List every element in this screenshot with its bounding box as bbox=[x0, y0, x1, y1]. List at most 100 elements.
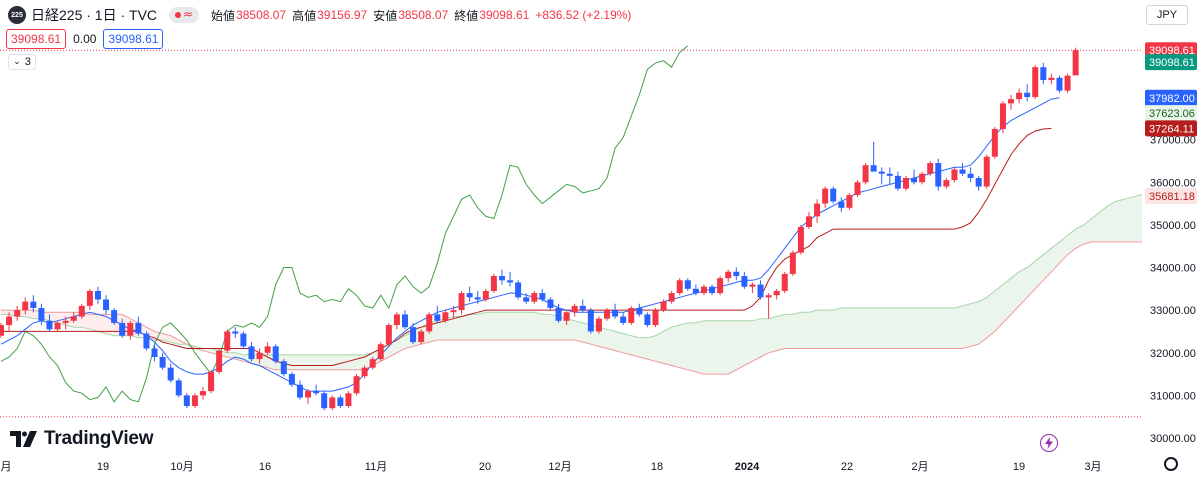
candle-body-60 bbox=[482, 290, 489, 300]
candle-body-68 bbox=[547, 299, 554, 308]
cloud-fill-60 bbox=[485, 312, 494, 340]
cloud-fill-91 bbox=[736, 320, 745, 370]
low-value: 38508.07 bbox=[398, 8, 449, 22]
cloud-fill-92 bbox=[744, 320, 753, 366]
candle-body-69 bbox=[555, 308, 562, 321]
candle-body-41 bbox=[329, 397, 336, 409]
currency-selector[interactable]: JPY bbox=[1146, 5, 1188, 25]
buy-button[interactable]: 39098.61 bbox=[103, 29, 164, 49]
cloud-fill-83 bbox=[671, 325, 680, 368]
candle-body-124 bbox=[999, 103, 1006, 129]
candle-body-45 bbox=[361, 367, 368, 377]
candle-body-8 bbox=[62, 320, 69, 323]
market-status-icon[interactable]: ≈ bbox=[169, 7, 200, 23]
trade-row: 39098.61 0.00 39098.61 bbox=[6, 29, 164, 49]
candle-body-128 bbox=[1032, 67, 1039, 98]
candle-body-106 bbox=[854, 182, 861, 196]
candle-body-33 bbox=[264, 346, 271, 353]
candle-body-66 bbox=[531, 293, 538, 302]
candle-body-35 bbox=[280, 361, 287, 375]
x-tick-label-12: 3月 bbox=[1084, 461, 1101, 473]
cloud-fill-97 bbox=[784, 314, 793, 349]
candle-body-4 bbox=[30, 301, 37, 308]
symbol-name[interactable]: 日経225 · 1日 · TVC bbox=[31, 7, 158, 23]
cloud-fill-37 bbox=[300, 354, 308, 370]
cloud-fill-81 bbox=[655, 331, 664, 364]
candle-body-122 bbox=[983, 156, 990, 187]
candle-body-0 bbox=[0, 325, 4, 336]
candle-body-39 bbox=[313, 391, 320, 394]
candle-body-80 bbox=[644, 314, 651, 326]
symbol-badge: 225 bbox=[8, 6, 26, 24]
tradingview-logo[interactable]: TradingView bbox=[10, 428, 154, 450]
cloud-fill-6 bbox=[49, 312, 58, 323]
indicators-toggle[interactable]: ⌄ 3 bbox=[8, 54, 36, 70]
candle-body-79 bbox=[636, 308, 643, 315]
x-tick-label-4: 11月 bbox=[365, 461, 387, 473]
cloud-fill-67 bbox=[542, 314, 551, 340]
cloud-fill-99 bbox=[800, 312, 809, 349]
lagging-span-line bbox=[0, 45, 689, 403]
candle-body-11 bbox=[86, 290, 93, 306]
y-tick-label-3: 33000.00 bbox=[1150, 305, 1196, 317]
cloud-fill-95 bbox=[768, 316, 777, 353]
conversion-line bbox=[0, 97, 1060, 392]
price-label-2: 37982.00 bbox=[1149, 93, 1195, 105]
candle-body-98 bbox=[789, 252, 796, 274]
cloud-fill-116 bbox=[938, 308, 947, 349]
cloud-fill-58 bbox=[469, 314, 478, 340]
candle-body-53 bbox=[426, 314, 433, 332]
candle-body-94 bbox=[757, 284, 764, 298]
cloud-fill-40 bbox=[324, 354, 333, 370]
settings-gear-icon[interactable] bbox=[1164, 457, 1178, 471]
cloud-fill-105 bbox=[849, 308, 858, 349]
sell-button[interactable]: 39098.61 bbox=[6, 29, 67, 49]
candle-body-117 bbox=[943, 180, 950, 187]
cloud-fill-124 bbox=[1002, 278, 1011, 323]
high-value: 39156.97 bbox=[317, 8, 368, 22]
candle-body-76 bbox=[612, 310, 619, 317]
cloud-fill-63 bbox=[510, 312, 519, 340]
cloud-fill-138 bbox=[1116, 199, 1125, 242]
cloud-fill-54 bbox=[437, 318, 446, 340]
candle-body-73 bbox=[587, 310, 594, 332]
cloud-fill-90 bbox=[728, 320, 737, 375]
cloud-fill-129 bbox=[1043, 248, 1052, 281]
cloud-fill-59 bbox=[477, 312, 486, 340]
cloud-fill-89 bbox=[720, 320, 729, 375]
candle-body-2 bbox=[14, 310, 21, 317]
high-label: 高値 bbox=[292, 8, 317, 23]
candle-body-110 bbox=[886, 173, 893, 176]
candle-body-109 bbox=[878, 171, 885, 174]
cloud-fill-96 bbox=[776, 314, 785, 351]
price-label-4: 37264.11 bbox=[1149, 123, 1194, 135]
candle-body-82 bbox=[660, 301, 667, 311]
candle-body-1 bbox=[6, 316, 13, 326]
cloud-fill-85 bbox=[687, 322, 696, 372]
candle-body-31 bbox=[248, 346, 255, 360]
candle-body-127 bbox=[1024, 92, 1031, 98]
cloud-fill-38 bbox=[308, 354, 317, 370]
cloud-fill-8 bbox=[65, 312, 74, 328]
candle-body-103 bbox=[830, 188, 837, 202]
lightning-icon[interactable] bbox=[1040, 434, 1058, 452]
candle-body-115 bbox=[927, 163, 934, 174]
candle-body-125 bbox=[1008, 99, 1014, 104]
candle-body-99 bbox=[797, 227, 804, 253]
cloud-fill-112 bbox=[906, 308, 914, 349]
spread-value: 0.00 bbox=[73, 32, 97, 46]
candle-body-67 bbox=[539, 293, 546, 300]
cloud-fill-49 bbox=[396, 335, 405, 353]
candle-body-72 bbox=[579, 305, 586, 311]
candle-body-24 bbox=[191, 395, 198, 407]
candle-body-21 bbox=[167, 367, 174, 381]
candle-body-87 bbox=[700, 286, 707, 294]
cloud-fill-100 bbox=[809, 310, 818, 349]
candle-body-86 bbox=[692, 288, 699, 294]
x-tick-label-10: 2月 bbox=[911, 461, 928, 473]
candle-body-85 bbox=[684, 280, 691, 289]
cloud-fill-10 bbox=[81, 312, 90, 330]
x-tick-label-2: 10月 bbox=[170, 461, 193, 473]
candle-body-17 bbox=[135, 322, 142, 334]
